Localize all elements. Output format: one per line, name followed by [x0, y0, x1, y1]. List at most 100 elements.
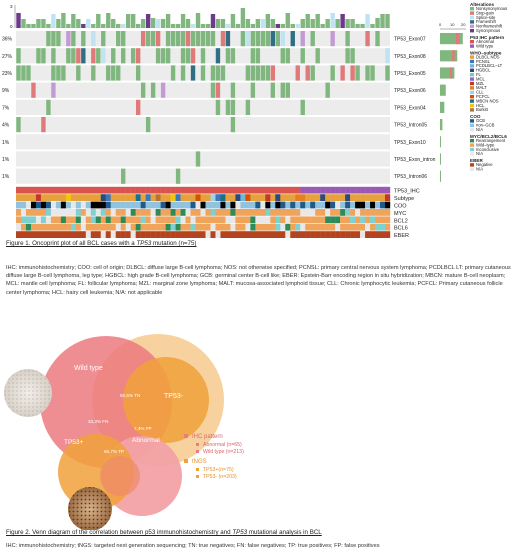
mutation-cell [46, 99, 51, 115]
annotation-cell [300, 186, 306, 194]
annotation-cell [280, 186, 286, 194]
legend-label-alterations-2: Splice-site [476, 15, 496, 20]
row-label-1: TP53_Exon08 [394, 54, 426, 60]
top-bar [210, 14, 216, 28]
annotation-cell [370, 223, 376, 231]
annotation-cell [65, 186, 72, 194]
venn-label-tp: 66,7% TP [104, 449, 124, 454]
mutation-cell [270, 65, 276, 81]
venn-label-fp: 7,4% FP [134, 426, 152, 431]
mutation-cell [56, 65, 61, 81]
mutation-cell [385, 48, 390, 64]
annotation-cell [190, 201, 196, 209]
row-label-7: TP53_Exon_intron [394, 157, 436, 163]
annotation-cell [300, 209, 306, 216]
annotation-cell [290, 216, 296, 224]
venn-label-wild-type: Wild type [74, 365, 103, 372]
annotation-cell [275, 223, 281, 231]
annotation-cell [130, 216, 136, 224]
annotation-cell [270, 209, 276, 216]
annotation-cell [355, 194, 361, 201]
top-bar [106, 13, 111, 28]
mutation-cell [150, 31, 156, 47]
annotation-cell [95, 231, 101, 238]
annotation-cell [110, 186, 116, 194]
annotation-cell [60, 231, 67, 238]
top-bar [230, 14, 236, 28]
annotation-cell [125, 223, 131, 231]
annotation-cell [300, 216, 306, 224]
annotation-cell [360, 231, 366, 238]
annotation-cell [65, 201, 72, 209]
annotation-cell [385, 231, 391, 238]
legend-swatch-ihc-1 [470, 44, 474, 48]
annotation-cell [320, 186, 326, 194]
legend-swatch-coo-2 [470, 128, 474, 132]
annotation-cell [145, 201, 151, 209]
annotation-cell [105, 201, 111, 209]
mutation-cell [270, 31, 276, 47]
venn-label-tp53-plus: TP53+ [64, 439, 84, 446]
annotation-track-label-6: EBER [394, 233, 409, 239]
annotation-cell [115, 201, 121, 209]
mutation-cell [230, 82, 236, 98]
annotation-cell [75, 231, 82, 238]
legend-swatch-alterations-0 [470, 7, 474, 11]
annotation-cell [150, 223, 156, 231]
annotation-cell [225, 186, 231, 194]
annotation-cell [40, 201, 47, 209]
annotation-track-label-1: Subtype [394, 196, 414, 202]
mutation-cell [255, 48, 261, 64]
annotation-cell [80, 194, 87, 201]
annotation-cell [325, 201, 331, 209]
annotation-cell [30, 231, 37, 238]
annotation-cell [210, 194, 216, 201]
top-bar [305, 14, 310, 28]
mutation-cell [370, 65, 375, 81]
annotation-cell [320, 231, 326, 238]
mutation-cell [300, 99, 305, 115]
annotation-cell [16, 223, 22, 231]
annotation-cell [340, 223, 346, 231]
top-bar [91, 24, 96, 28]
row-percent-1: 27% [2, 54, 13, 60]
row-track-6 [16, 134, 390, 150]
annotation-cell [255, 223, 261, 231]
annotation-cell [255, 201, 261, 209]
row-track-5 [16, 117, 390, 133]
annotation-cell [100, 201, 106, 209]
annotation-cell [130, 186, 136, 194]
annotation-cell [215, 216, 221, 224]
annotation-cell [210, 216, 216, 224]
mutation-cell [180, 48, 186, 64]
annotation-cell [345, 186, 351, 194]
annotation-cell [340, 209, 346, 216]
top-bar [101, 24, 106, 28]
legend-title-coo: COO [470, 114, 481, 119]
legend-swatch-who-5 [470, 77, 474, 81]
annotation-cell [290, 201, 296, 209]
top-bar [16, 13, 21, 28]
annotation-cell [105, 223, 111, 231]
annotation-cell [310, 223, 316, 231]
mutation-cell [385, 65, 390, 81]
top-bar [375, 18, 380, 28]
annotation-cell [340, 231, 346, 238]
annotation-cell [210, 223, 216, 231]
mutation-cell [31, 82, 36, 98]
venn-legend-wild-type: Wild type (n=213) [203, 449, 244, 455]
annotation-cell [250, 216, 256, 224]
annotation-cell [165, 209, 171, 216]
annotation-cell [375, 209, 381, 216]
annotation-cell [20, 209, 27, 216]
mutation-cell [265, 31, 271, 47]
annotation-cell [70, 223, 77, 231]
annotation-cell [185, 209, 191, 216]
top-bar [66, 24, 71, 28]
annotation-cell [230, 209, 236, 216]
mutation-cell [51, 48, 56, 64]
legend-swatch-alterations-2 [470, 15, 474, 20]
annotation-cell [205, 194, 211, 201]
annotation-cell [335, 216, 341, 224]
row-percent-7: 1% [2, 157, 10, 163]
